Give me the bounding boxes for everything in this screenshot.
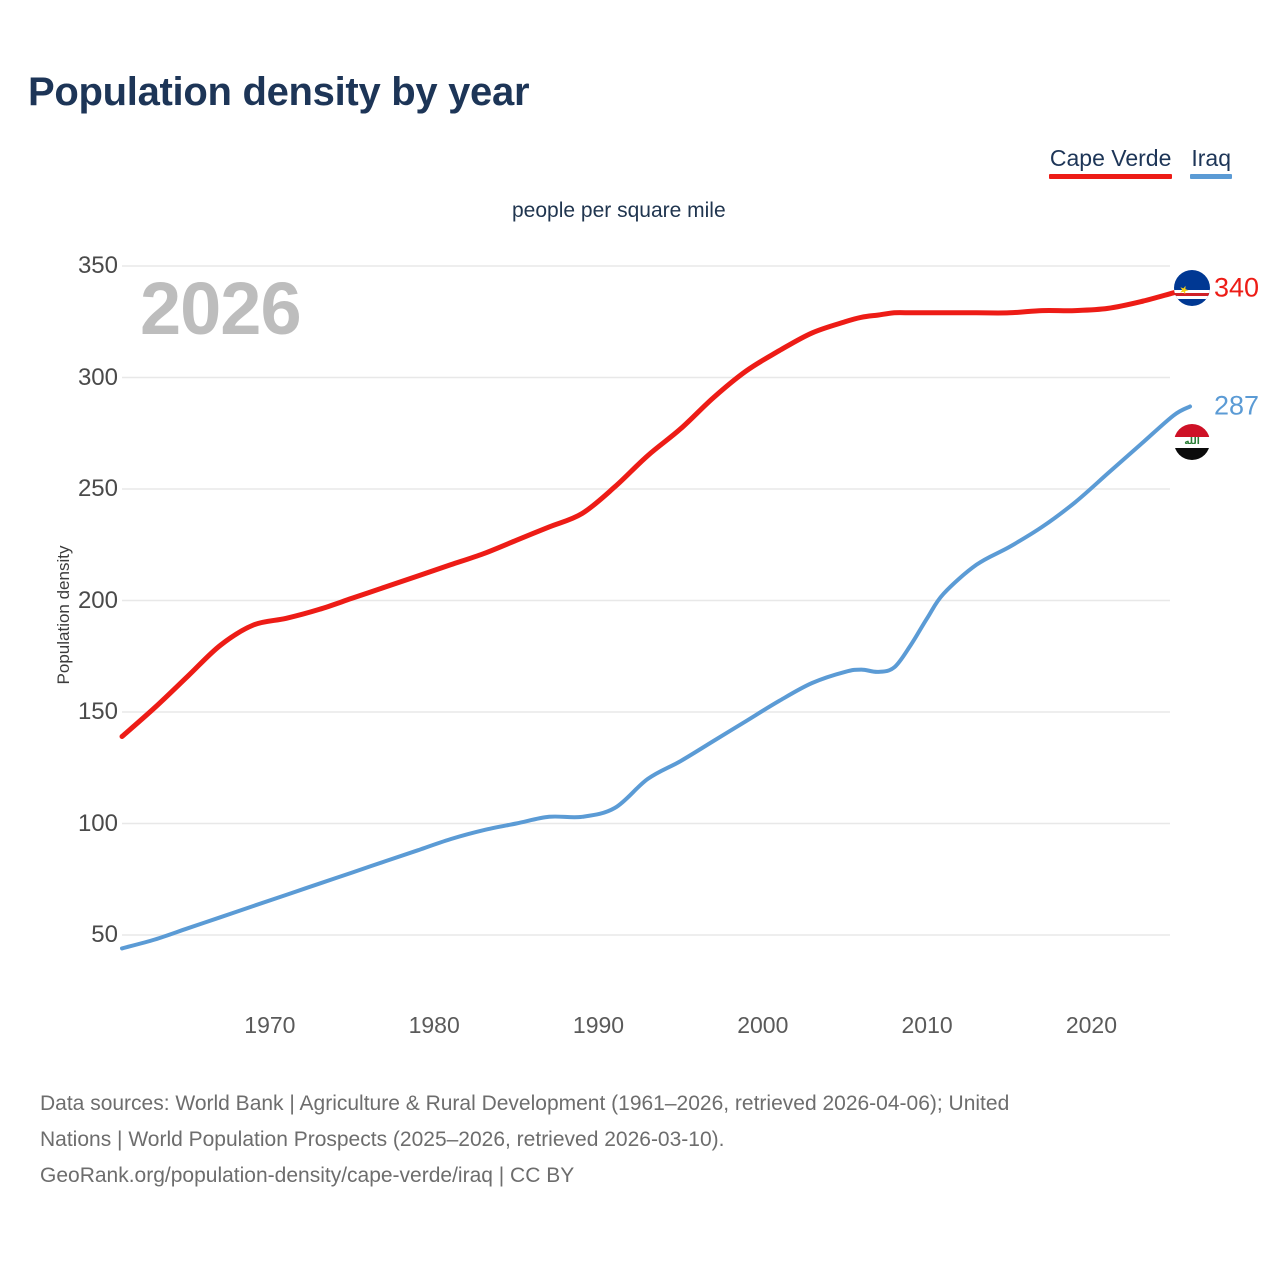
legend-rule-iraq bbox=[1190, 174, 1232, 179]
y-tick-label: 300 bbox=[77, 363, 118, 391]
endpoint-value-cape-verde: 340 bbox=[1214, 272, 1260, 303]
y-tick-label: 350 bbox=[77, 252, 118, 279]
endpoint-value-iraq: 287 bbox=[1214, 390, 1260, 421]
page-title: Population density by year bbox=[28, 70, 530, 114]
y-tick-label: 50 bbox=[91, 921, 118, 948]
endpoint-markers: 340 الله 287 bbox=[0, 0, 1280, 461]
footer-sources: Data sources: World Bank | Agriculture &… bbox=[40, 1086, 1255, 1194]
y-tick-label: 100 bbox=[77, 809, 118, 837]
iraq-flag-icon: الله bbox=[1174, 424, 1210, 461]
year-watermark: 2026 bbox=[140, 267, 302, 350]
y-axis-ticks: 50 100 150 200 250 300 350 bbox=[0, 0, 118, 1280]
cape-verde-flag-icon bbox=[1174, 270, 1210, 307]
y-tick-label: 250 bbox=[77, 475, 118, 502]
series-line bbox=[119, 285, 1193, 739]
x-tick-label: 1970 bbox=[244, 1012, 296, 1038]
x-tick-label: 2000 bbox=[737, 1012, 789, 1038]
legend-item-iraq[interactable]: Iraq bbox=[1190, 145, 1232, 179]
legend-label-cape-verde: Cape Verde bbox=[1049, 145, 1172, 171]
x-tick-label: 2020 bbox=[1065, 1012, 1117, 1038]
legend-rule-cape-verde bbox=[1048, 174, 1173, 179]
x-tick-label: 1990 bbox=[572, 1012, 625, 1038]
legend: Cape Verde Iraq bbox=[1048, 145, 1232, 179]
chart-subtitle: people per square mile bbox=[512, 199, 726, 222]
y-tick-label: 150 bbox=[77, 698, 118, 725]
footer-line-2: Nations | World Population Prospects (20… bbox=[40, 1128, 725, 1151]
footer-line-1: Data sources: World Bank | Agriculture &… bbox=[40, 1092, 1010, 1115]
footer-line-3: GeoRank.org/population-density/cape-verd… bbox=[40, 1164, 575, 1187]
x-tick-label: 2010 bbox=[901, 1012, 953, 1038]
legend-label-iraq: Iraq bbox=[1191, 145, 1231, 171]
legend-item-cape-verde[interactable]: Cape Verde bbox=[1048, 145, 1173, 179]
x-tick-label: 1980 bbox=[408, 1012, 460, 1038]
series-line bbox=[120, 404, 1192, 951]
y-tick-label: 200 bbox=[77, 586, 118, 614]
